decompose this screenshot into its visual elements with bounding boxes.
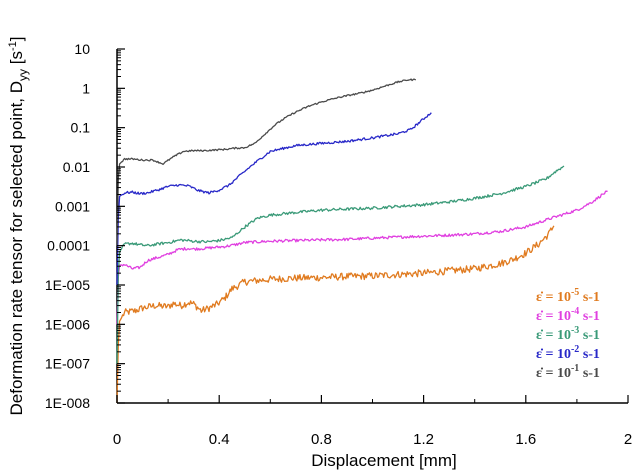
legend-entry: ε̇ = 10-4 s-1 (536, 306, 600, 324)
legend-unit: s-1 (579, 309, 600, 324)
y-tick-label: 0.001 (55, 198, 90, 214)
y-tick-label: 10 (74, 41, 90, 57)
legend-entry: ε̇ = 10-1 s-1 (536, 363, 600, 381)
y-axis-label-unit-close: ] (7, 37, 26, 42)
y-tick-label: 1E-005 (45, 277, 90, 293)
x-tick-label: 0.4 (209, 431, 230, 448)
legend-prefix: ε̇ = 10 (536, 328, 571, 343)
legend-entry: ε̇ = 10-2 s-1 (536, 344, 600, 362)
legend-prefix: ε̇ = 10 (536, 290, 571, 305)
y-tick-label: 1E-006 (45, 316, 90, 332)
series-line-5 (116, 78, 417, 246)
x-tick-label: 0 (113, 431, 121, 448)
y-axis-label-main: Deformation rate tensor for selected poi… (7, 81, 26, 416)
legend-prefix: ε̇ = 10 (536, 366, 571, 381)
legend-unit: s-1 (579, 328, 600, 343)
x-tick-label: 1.6 (515, 431, 536, 448)
series-line-3 (116, 165, 565, 364)
legend-unit: s-1 (579, 366, 600, 381)
legend-entry: ε̇ = 10-5 s-1 (536, 287, 600, 305)
x-tick-label: 1.2 (413, 431, 434, 448)
legend-exponent: -1 (571, 363, 579, 374)
y-tick-label: 1E-008 (45, 395, 90, 411)
y-tick-label: 0.1 (71, 120, 91, 136)
series-line-2 (116, 190, 608, 325)
legend-exponent: -3 (571, 325, 579, 336)
x-tick-label: 2 (624, 431, 632, 448)
y-tick-label: 0.01 (63, 159, 90, 175)
y-axis-label-sub: yy (16, 69, 30, 81)
legend-exponent: -2 (571, 344, 579, 355)
legend-prefix: ε̇ = 10 (536, 309, 571, 324)
legend-entry: ε̇ = 10-3 s-1 (536, 325, 600, 343)
x-axis-label: Displacement [mm] (311, 451, 456, 470)
y-tick-label: 0.0001 (47, 238, 90, 254)
legend-unit: s-1 (579, 290, 600, 305)
y-axis-label: Deformation rate tensor for selected poi… (7, 37, 30, 416)
y-tick-label: 1 (82, 80, 90, 96)
y-axis-label-unit: [s (7, 51, 26, 69)
y-tick-label: 1E-007 (45, 356, 90, 372)
legend-prefix: ε̇ = 10 (536, 347, 571, 362)
legend-exponent: -5 (571, 287, 579, 298)
series-line-4 (116, 112, 432, 286)
legend-exponent: -4 (571, 306, 579, 317)
y-axis-label-unit-sup: -1 (7, 41, 19, 51)
legend-unit: s-1 (579, 347, 600, 362)
x-tick-label: 0.8 (311, 431, 332, 448)
series-line-1 (116, 225, 555, 404)
